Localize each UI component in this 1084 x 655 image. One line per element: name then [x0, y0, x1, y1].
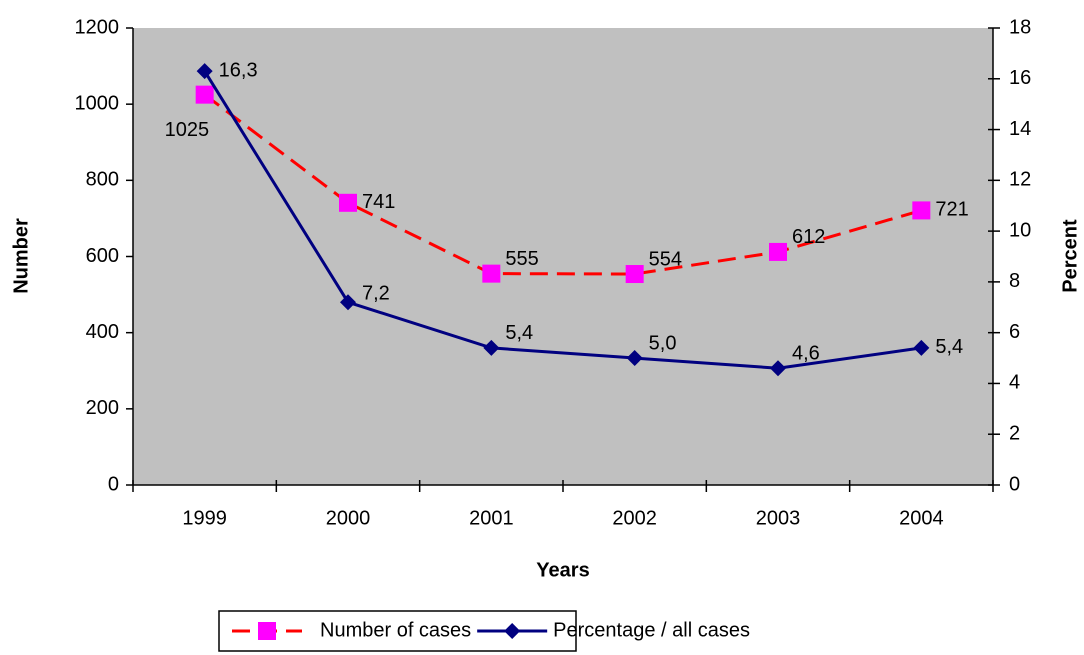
data-label: 5,4: [505, 322, 533, 344]
data-label: 554: [649, 248, 682, 270]
y2-tick-label: 4: [1009, 372, 1020, 394]
data-label: 7,2: [362, 282, 390, 304]
data-label: 741: [362, 191, 395, 213]
data-point: [483, 339, 500, 356]
x-axis-label: Years: [536, 559, 589, 581]
series-line: [203, 70, 922, 370]
data-point: [912, 201, 931, 220]
y2-tick-label: 10: [1009, 219, 1031, 241]
y2-tick-label: 6: [1009, 321, 1020, 343]
y-tick-label: 600: [86, 245, 119, 267]
y2-tick-label: 2: [1009, 423, 1020, 445]
y2-tick-label: 18: [1009, 16, 1031, 38]
y2-tick-label: 12: [1009, 169, 1031, 191]
data-label: 16,3: [219, 59, 258, 81]
y2-axis-label: Percent: [1059, 219, 1081, 293]
data-label: 5,0: [649, 332, 677, 354]
legend-label: Percentage / all cases: [553, 619, 750, 641]
y2-tick-label: 0: [1009, 473, 1020, 495]
y-tick-label: 200: [86, 397, 119, 419]
data-point: [482, 264, 501, 283]
data-label: 1025: [165, 119, 210, 141]
data-point: [625, 265, 644, 284]
data-point: [340, 294, 356, 311]
data-point: [339, 193, 357, 212]
data-label: 612: [792, 226, 825, 248]
data-label: 555: [505, 248, 538, 270]
x-tick-label: 2003: [756, 507, 801, 529]
data-point: [626, 350, 643, 367]
y-tick-label: 0: [108, 473, 119, 495]
y-tick-label: 800: [86, 169, 119, 191]
y-tick-label: 1200: [75, 16, 120, 38]
data-label: 5,4: [935, 336, 963, 358]
x-tick-label: 1999: [182, 507, 227, 529]
data-point: [770, 360, 786, 377]
legend-marker: [504, 623, 521, 639]
x-tick-label: 2002: [612, 507, 657, 529]
y-tick-label: 400: [86, 321, 119, 343]
data-point: [769, 242, 787, 261]
legend-label: Number of cases: [320, 619, 471, 641]
y-axis-label: Number: [10, 218, 32, 294]
data-point: [196, 63, 213, 80]
y2-tick-label: 8: [1009, 270, 1020, 292]
y2-tick-label: 14: [1009, 118, 1031, 140]
y2-tick-label: 16: [1009, 67, 1031, 89]
legend-marker: [258, 622, 276, 640]
x-tick-label: 2001: [469, 507, 514, 529]
data-point: [913, 339, 930, 356]
plot-area: [133, 28, 993, 485]
y-tick-label: 1000: [75, 92, 120, 114]
x-tick-label: 2004: [899, 507, 944, 529]
x-tick-label: 2000: [326, 507, 371, 529]
data-point: [195, 85, 214, 104]
series-line: [203, 93, 922, 276]
data-label: 4,6: [792, 342, 820, 364]
data-label: 721: [935, 199, 968, 221]
